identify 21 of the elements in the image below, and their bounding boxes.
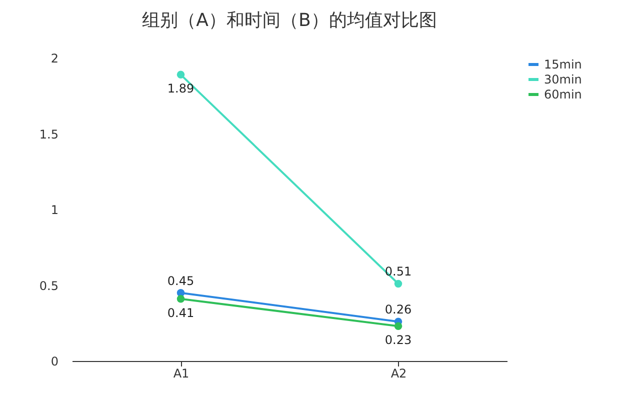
x-tick-label: A2 xyxy=(390,366,407,380)
point xyxy=(176,70,185,79)
y-tick-label: 1.5 xyxy=(39,127,58,142)
data-label: 0.45 xyxy=(167,274,194,288)
data-label: 0.23 xyxy=(384,333,412,348)
data-label: 0.41 xyxy=(167,306,194,320)
legend-label: 60min xyxy=(544,88,582,102)
legend-label: 15min xyxy=(544,58,582,72)
x-tick-label: A1 xyxy=(173,366,190,380)
point xyxy=(394,322,402,330)
y-tick-label: 1 xyxy=(50,203,58,217)
chart-title: 组别（A）和时间（B）的均值对比图 xyxy=(142,10,437,31)
data-label: 0.26 xyxy=(384,302,412,317)
legend-label: 30min xyxy=(544,72,582,86)
y-tick-label: 2 xyxy=(50,52,58,66)
point xyxy=(394,280,402,288)
y-tick-label: 0 xyxy=(50,354,58,368)
data-label: 1.89 xyxy=(167,82,194,96)
point xyxy=(176,295,185,303)
data-label: 0.51 xyxy=(384,264,412,279)
y-tick-label: 0.5 xyxy=(39,278,58,293)
